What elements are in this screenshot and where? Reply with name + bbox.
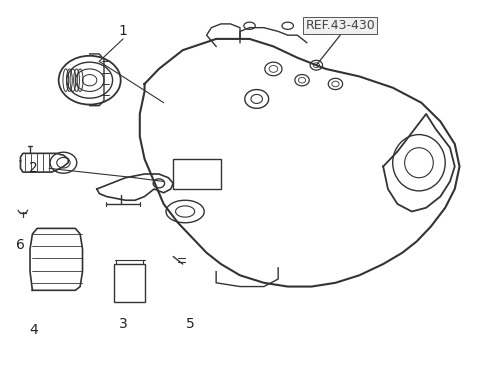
Text: 6: 6 (16, 238, 25, 252)
Text: 5: 5 (185, 317, 194, 331)
Text: 2: 2 (29, 161, 38, 175)
Text: REF.43-430: REF.43-430 (305, 19, 375, 32)
Text: 4: 4 (29, 323, 38, 337)
Text: 1: 1 (119, 25, 128, 39)
Text: 3: 3 (119, 317, 128, 331)
